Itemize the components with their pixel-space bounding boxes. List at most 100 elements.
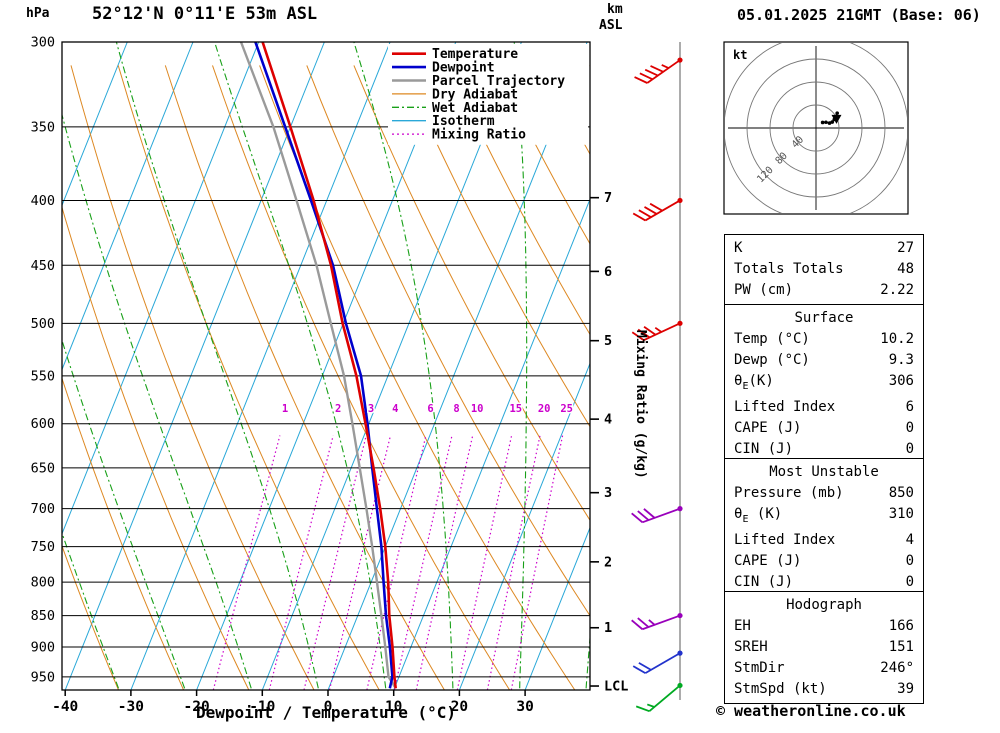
stats-label: CAPE (J): [734, 419, 802, 436]
wet-adiabat-line: [585, 631, 590, 689]
dry-adiabat-line: [62, 205, 250, 690]
wind-barb: [632, 197, 683, 222]
pressure-grid: 3003504004505005506006507007508008509009…: [31, 35, 590, 715]
stats-value: 306: [888, 373, 914, 389]
stats-label: CAPE (J): [734, 552, 802, 569]
barb-full: [631, 512, 643, 524]
altitude-axis-unit: km ASL: [599, 2, 623, 34]
dry-adiabat-line: [447, 65, 590, 336]
wind-barb: [632, 650, 683, 674]
stats-row: CIN (J) 0: [725, 572, 923, 593]
stats-label: StmSpd (kt): [734, 681, 827, 697]
stats-value: 48: [897, 261, 914, 277]
dry-adiabat-line: [117, 65, 380, 690]
temp-tick-label: 20: [451, 699, 468, 715]
pressure-tick-label: 700: [31, 501, 55, 517]
barb-staff: [644, 199, 681, 222]
barb-full: [632, 212, 646, 222]
stats-row: Pressure (mb) 850: [725, 483, 923, 504]
km-tick-label: 7: [604, 190, 612, 206]
asl-unit-label: ASL: [599, 18, 623, 33]
barb-half: [648, 619, 656, 626]
isotherm-line: [62, 42, 260, 536]
barb-full: [639, 72, 653, 81]
dry-adiabat-line: [164, 65, 445, 690]
stats-label: EH: [734, 618, 751, 634]
temp-tick-label: 0: [324, 699, 333, 715]
wet-adiabat-line: [214, 42, 387, 689]
stats-box: Most Unstable Pressure (mb) 850 θE (K) 310 Li…: [724, 458, 924, 597]
wet-adiabat-line: [62, 112, 252, 689]
stats-label: Lifted Index: [734, 531, 836, 548]
copyright-text: © weatheronline.co.uk: [716, 702, 906, 720]
temp-tick-label: -20: [183, 699, 209, 715]
pressure-tick-label: 850: [31, 608, 55, 624]
wet-adiabat-line: [62, 531, 120, 689]
stats-value: 39: [897, 681, 914, 697]
temperature-curve: [261, 42, 397, 689]
mixing-ratio-label: 4: [392, 403, 398, 415]
mixing-ratio-line: [268, 435, 334, 690]
isotherm-line: [64, 42, 325, 690]
mixing-ratio-label: 2: [335, 403, 341, 415]
stats-row: EH 166: [725, 616, 923, 637]
legend-label: Isotherm: [432, 114, 495, 129]
stats-section-title: Surface: [794, 310, 854, 326]
stats-value: 850: [888, 485, 914, 501]
barb-full: [644, 68, 659, 77]
stats-row: Lifted Index 6: [725, 397, 923, 418]
barb-half: [654, 326, 662, 333]
mixing-ratio-line: [212, 435, 281, 690]
wet-adiabat-line: [62, 338, 186, 689]
stats-row: K 27: [725, 238, 923, 259]
temp-tick-label: -30: [118, 699, 144, 715]
wind-barb: [631, 506, 683, 524]
pressure-tick-label: 300: [31, 35, 55, 51]
mixing-ratio-label: 1: [282, 403, 288, 415]
barb-full: [638, 209, 652, 218]
dry-adiabat-line: [70, 65, 315, 690]
isotherm-line: [130, 42, 391, 690]
stats-row: θE(K) 306: [725, 371, 923, 397]
km-tick-label: LCL: [604, 679, 628, 695]
legend-label: Dry Adiabat: [432, 87, 518, 102]
stats-value: 0: [905, 440, 914, 457]
stats-section-title: Hodograph: [786, 597, 862, 613]
stats-label: CIN (J): [734, 573, 794, 590]
stats-value: 4: [905, 531, 914, 548]
pressure-tick-label: 500: [31, 316, 55, 332]
legend-label: Temperature: [432, 47, 518, 62]
stats-label: PW (cm): [734, 282, 794, 298]
barb-full: [643, 508, 656, 519]
stats-value: 0: [905, 419, 914, 436]
mixing-ratio-label: 10: [471, 403, 484, 415]
wind-barb: [631, 612, 683, 631]
dry-adiabat-line: [353, 65, 590, 522]
pressure-tick-label: 950: [31, 669, 55, 685]
barb-staff: [646, 59, 681, 84]
dry-adiabat-line: [62, 376, 185, 690]
temperature-axis-label: Dewpoint / Temperature (°C): [195, 703, 457, 722]
wind-barb: [631, 320, 683, 342]
dry-adiabat-line: [259, 65, 576, 690]
pressure-tick-label: 900: [31, 640, 55, 656]
stats-row: PW (cm) 2.22: [725, 280, 923, 301]
wind-barb: [635, 682, 683, 713]
barb-full: [631, 619, 643, 630]
stats-section-title: Most Unstable: [769, 464, 879, 480]
barb-staff: [648, 684, 681, 712]
km-tick-label: 2: [604, 554, 612, 570]
stats-value: 10.2: [880, 331, 914, 347]
stats-row: Dewp (°C) 9.3: [725, 350, 923, 371]
pressure-tick-label: 800: [31, 575, 55, 591]
hodograph-point: [835, 111, 839, 115]
isotherm-line: [62, 42, 63, 43]
legend-label: Dewpoint: [432, 61, 495, 76]
stats-row: θE (K) 310: [725, 504, 923, 530]
barb-full: [637, 328, 651, 339]
barb-full: [637, 510, 650, 521]
stats-row: StmDir 246°: [725, 658, 923, 679]
storm-motion-marker: [831, 114, 842, 124]
chart-datetime: 05.01.2025 21GMT (Base: 06): [737, 6, 981, 24]
barb-half: [661, 64, 669, 69]
